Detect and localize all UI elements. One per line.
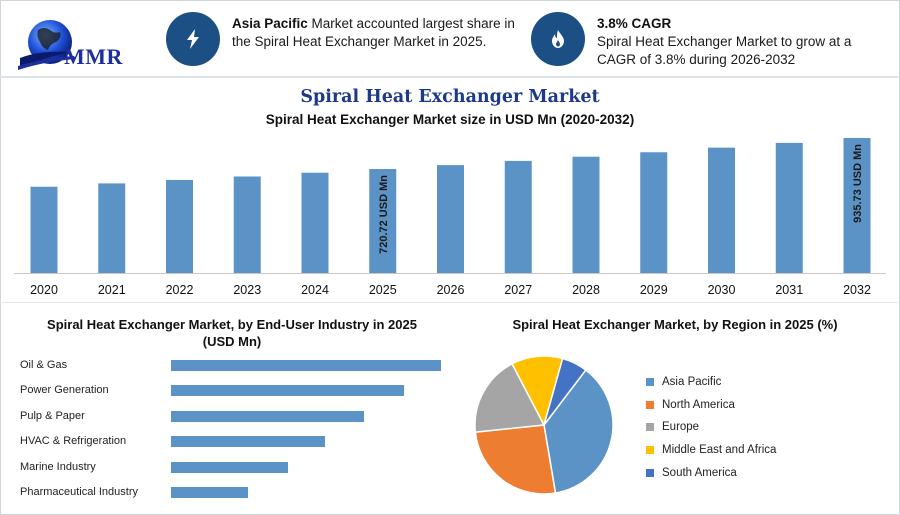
- x-tick-label: 2027: [504, 283, 532, 297]
- industry-bar: [171, 410, 364, 422]
- info-text-line1: Spiral Heat Exchanger Market to grow at …: [597, 34, 852, 49]
- industry-bar: [171, 360, 441, 371]
- bar-2026: [437, 165, 464, 273]
- legend-label: Europe: [662, 421, 700, 434]
- legend-swatch: [646, 378, 654, 387]
- industry-row: HVAC & Refrigeration: [20, 433, 450, 449]
- market-size-bar-chart: 2020 2021 2022 2023 2024 2025 720.72 USD Mn 202…: [14, 138, 886, 297]
- industry-chart-title-line2: (USD Mn): [202, 334, 262, 349]
- region-pie-chart: [474, 356, 614, 495]
- industry-label: Marine Industry: [20, 460, 96, 473]
- industry-label: HVAC & Refrigeration: [20, 435, 127, 448]
- region-legend: Asia Pacific North America Europe Middle Ea…: [646, 371, 776, 484]
- info-circle: [531, 12, 585, 66]
- legend-item: North America: [646, 394, 776, 417]
- industry-chart-title-line1: Spiral Heat Exchanger Market, by End-Use…: [47, 317, 417, 332]
- industry-bar: [171, 487, 249, 498]
- info-text: 3.8% CAGR Spiral Heat Exchanger Market t…: [597, 15, 851, 69]
- pie-slice-north-america: [474, 424, 557, 495]
- globe-icon: [18, 20, 76, 70]
- bar-2025: [369, 169, 397, 273]
- industry-bar: [171, 385, 404, 397]
- legend-label: South America: [662, 466, 737, 479]
- bar-2022: [166, 179, 193, 273]
- industry-label: Oil & Gas: [20, 359, 68, 371]
- info-title: 3.8% CAGR: [597, 16, 672, 31]
- legend-item: Asia Pacific: [646, 371, 776, 394]
- bar-2030: [708, 147, 735, 273]
- industry-label: Power Generation: [20, 384, 109, 397]
- pie-slice-europe: [474, 362, 546, 433]
- industry-row: Marine Industry: [20, 459, 450, 475]
- x-tick-label: 2024: [301, 283, 329, 297]
- bar-data-label: 720.72 USD Mn: [378, 175, 390, 254]
- section-divider: [0, 302, 900, 303]
- x-tick-label: 2021: [98, 283, 126, 297]
- bar-2031: [775, 142, 803, 273]
- bar-2032: [843, 138, 871, 273]
- industry-bar: [171, 461, 288, 473]
- bar-2024: [301, 172, 329, 273]
- legend-label: Middle East and Africa: [662, 444, 777, 457]
- header-divider: [0, 76, 900, 78]
- legend-swatch: [646, 423, 654, 432]
- x-tick-label: 2025: [369, 283, 397, 297]
- x-tick-label: 2028: [572, 283, 600, 297]
- industry-chart-title: Spiral Heat Exchanger Market, by End-Use…: [22, 316, 442, 350]
- x-tick-label: 2029: [640, 283, 668, 297]
- bar-2029: [640, 152, 668, 273]
- bar-2020: [30, 186, 58, 273]
- chart-subtitle: Spiral Heat Exchanger Market size in USD…: [265, 112, 635, 127]
- pie-slice-asia-pacific: [543, 369, 614, 494]
- legend-item: Middle East and Africa: [646, 439, 776, 462]
- x-tick-label: 2031: [775, 283, 803, 297]
- industry-row: Pharmaceutical Industry: [20, 484, 450, 500]
- info-title: Asia Pacific: [232, 16, 308, 31]
- industry-label: Pharmaceutical Industry: [20, 486, 138, 498]
- industry-bar: [171, 436, 326, 448]
- info-text-inline: Market accounted largest share in: [307, 16, 515, 31]
- x-tick-label: 2026: [437, 283, 465, 297]
- flame-drop-icon: [552, 30, 564, 48]
- industry-label: Pulp & Paper: [20, 409, 85, 422]
- legend-swatch: [646, 446, 654, 455]
- industry-row: Pulp & Paper: [20, 408, 450, 424]
- bar-2028: [572, 156, 600, 273]
- x-tick-label: 2023: [233, 283, 261, 297]
- bar-2027: [504, 160, 532, 273]
- mmr-logo: MMR: [14, 14, 144, 76]
- bar-2021: [98, 183, 126, 273]
- chart-title: Spiral Heat Exchanger Market: [300, 87, 600, 107]
- lightning-bolt-icon: [187, 29, 199, 49]
- legend-label: Asia Pacific: [662, 376, 722, 389]
- bar-2023: [233, 176, 261, 273]
- x-tick-label: 2022: [166, 283, 194, 297]
- legend-swatch: [646, 400, 654, 409]
- industry-row: Oil & Gas: [20, 357, 450, 373]
- x-tick-label: 2030: [708, 283, 736, 297]
- legend-item: South America: [646, 461, 776, 484]
- x-tick-label: 2020: [30, 283, 58, 297]
- info-text: Asia Pacific Market accounted largest sh…: [232, 15, 515, 51]
- industry-row: Power Generation: [20, 382, 450, 398]
- info-circle: [166, 12, 220, 66]
- legend-item: Europe: [646, 416, 776, 439]
- bar-data-label: 935.73 USD Mn: [852, 144, 864, 223]
- pie-slice-south-america: [543, 357, 587, 426]
- region-chart-title: Spiral Heat Exchanger Market, by Region …: [512, 317, 838, 332]
- logo-text: MMR: [64, 44, 123, 69]
- legend-label: North America: [662, 398, 735, 411]
- info-text-line2: the Spiral Heat Exchanger Market in 2025…: [232, 34, 487, 49]
- legend-swatch: [646, 468, 654, 477]
- info-text-line2: CAGR of 3.8% during 2026-2032: [597, 52, 796, 67]
- x-tick-label: 2032: [843, 283, 871, 297]
